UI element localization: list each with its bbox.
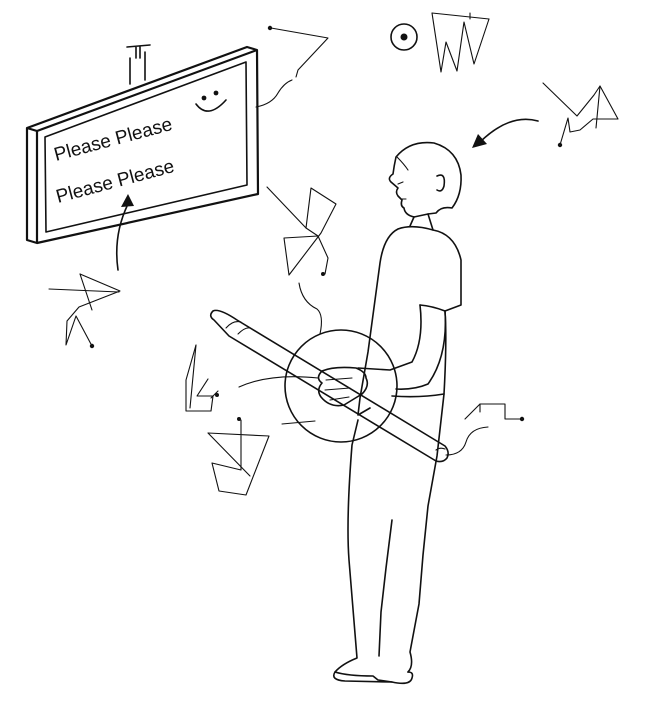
person [317,141,462,685]
squiggle-glyph-icon [207,417,270,496]
squiggle-glyph-icon [445,403,525,456]
bullseye-icon [390,23,418,51]
sign-text-line1: Please Please [52,114,175,166]
arrow-icon [472,118,539,148]
baton [209,309,449,463]
squiggle-glyph-icon [48,273,121,349]
arm [357,304,447,390]
smiley-icon [195,90,227,112]
sign-post [126,44,151,85]
squiggle-glyph-icon [542,82,619,148]
hand [317,366,369,407]
squiggle-glyph-icon [267,25,329,78]
sign: Please Please Please Please [25,44,293,245]
sign-text-line2: Please Please [54,156,177,208]
squiggle-glyph-icon [185,344,219,412]
squiggle-glyph-icon [431,12,490,73]
arrow-icon [115,194,134,271]
shoes [332,671,414,685]
leader-line [255,79,293,108]
head [388,141,462,218]
squiggle-glyph-icon [266,186,337,276]
sign-frame [25,45,260,245]
sign-screen [44,61,248,233]
legs [334,393,445,683]
detail-circle [238,282,398,443]
